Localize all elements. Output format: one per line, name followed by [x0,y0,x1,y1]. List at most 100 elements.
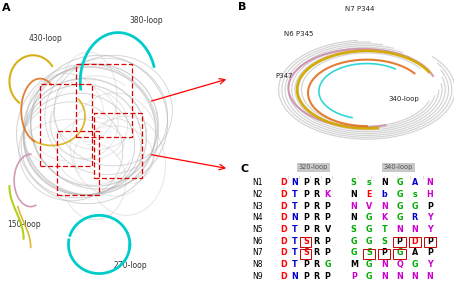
Text: 380-loop: 380-loop [130,16,163,25]
Text: P: P [427,202,433,211]
Text: R: R [314,237,320,246]
Text: R: R [314,202,320,211]
Text: A: A [2,3,11,13]
Text: C: C [241,164,248,174]
Text: N: N [350,202,357,211]
Text: |: | [357,176,359,180]
Text: M: M [350,260,358,269]
Text: R: R [314,225,320,234]
Text: R: R [314,260,320,269]
Text: P: P [303,272,309,281]
Text: P: P [303,178,309,187]
Text: P: P [303,190,309,199]
Text: N: N [381,260,388,269]
Text: s: s [367,178,371,187]
Text: G: G [366,260,372,269]
Text: P: P [303,213,309,222]
Text: N1: N1 [252,178,263,187]
Text: Y: Y [427,213,433,222]
Text: Q: Q [396,260,403,269]
Text: N: N [427,272,434,281]
Text: D: D [281,213,287,222]
Text: K: K [325,190,331,199]
Text: G: G [396,213,403,222]
Text: R: R [314,213,320,222]
Text: |: | [310,176,311,180]
Text: R: R [314,248,320,257]
Text: D: D [281,202,287,211]
Text: N: N [396,225,403,234]
Text: P: P [351,272,357,281]
Text: N6 P345: N6 P345 [284,31,313,37]
Text: R: R [314,190,320,199]
Text: 270-loop: 270-loop [114,261,147,270]
Text: |: | [370,176,372,180]
Text: G: G [411,202,418,211]
Text: D: D [281,190,287,199]
Text: R: R [314,272,320,281]
Text: H: H [427,190,434,199]
Text: N: N [291,272,298,281]
Text: T: T [292,237,298,246]
Text: 320-loop: 320-loop [299,164,328,170]
Text: T: T [292,248,298,257]
Text: D: D [281,248,287,257]
Text: N: N [381,202,388,211]
Text: s: s [412,190,417,199]
Text: G: G [396,202,403,211]
Text: N7: N7 [252,248,263,257]
Text: P347: P347 [275,73,293,79]
Text: S: S [303,237,309,246]
Text: P: P [303,225,309,234]
Text: G: G [396,178,403,187]
Text: 340-loop: 340-loop [384,164,413,170]
Text: P: P [381,248,387,257]
Text: N7 P344: N7 P344 [345,6,375,13]
Text: T: T [292,225,298,234]
Text: G: G [350,248,357,257]
Text: S: S [366,248,372,257]
Text: G: G [396,248,403,257]
Text: D: D [281,272,287,281]
Text: N: N [381,178,388,187]
Text: S: S [351,178,357,187]
Text: A: A [412,248,418,257]
Text: S: S [351,225,357,234]
Text: P: P [325,272,331,281]
Text: |: | [331,176,333,180]
Text: 430-loop: 430-loop [28,34,62,43]
Text: G: G [366,272,372,281]
Text: |: | [288,176,289,180]
Text: P: P [303,202,309,211]
Text: N: N [427,178,434,187]
Text: N: N [411,225,418,234]
Text: T: T [292,260,298,269]
Text: N: N [291,213,298,222]
Text: N5: N5 [252,225,263,234]
Text: N: N [350,190,357,199]
Text: R: R [314,178,320,187]
Text: G: G [366,225,372,234]
Text: G: G [366,213,372,222]
Text: P: P [427,248,433,257]
Text: S: S [303,248,309,257]
Text: P: P [397,237,402,246]
Text: T: T [381,225,387,234]
Text: N: N [411,272,418,281]
Text: Y: Y [427,260,433,269]
Text: N8: N8 [252,260,263,269]
Text: E: E [366,190,372,199]
Text: P: P [325,178,331,187]
Text: P: P [325,248,331,257]
Text: A: A [412,178,418,187]
Text: D: D [281,260,287,269]
Text: T: T [292,202,298,211]
Text: D: D [281,237,287,246]
Text: |: | [397,176,398,180]
Text: D: D [411,237,418,246]
Text: |: | [299,176,300,180]
Text: G: G [411,260,418,269]
Text: R: R [412,213,418,222]
Text: |: | [384,176,385,180]
Text: P: P [303,260,309,269]
